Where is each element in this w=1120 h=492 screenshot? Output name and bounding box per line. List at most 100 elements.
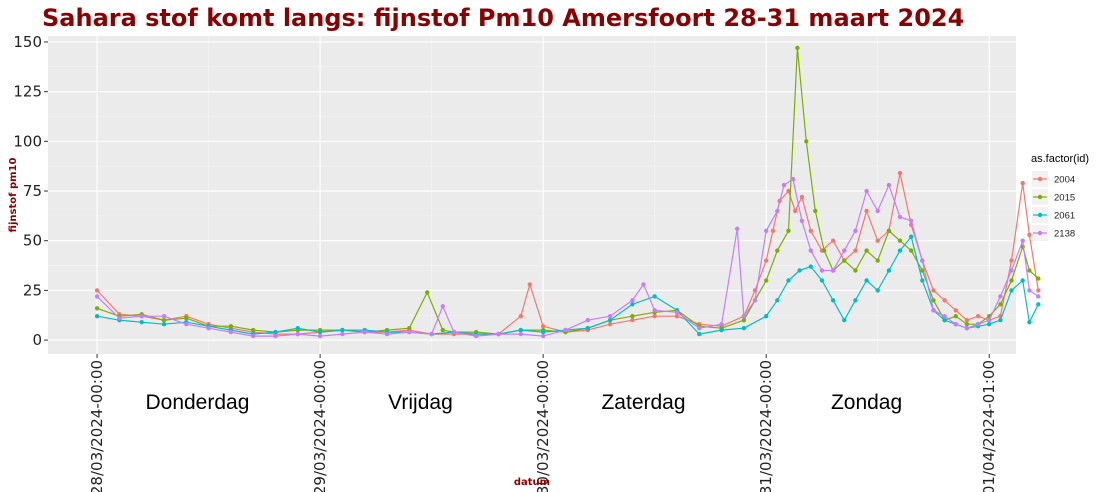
y-axis: 0 25 50 75 100 125 150 (13, 33, 48, 349)
x-tick-label: 01/04/2024-01:00 (980, 360, 998, 492)
data-point-2015 (786, 228, 791, 233)
data-point-2061 (987, 322, 992, 327)
data-point-2138 (842, 248, 847, 253)
data-point-2015 (804, 139, 809, 144)
data-point-2004 (897, 170, 903, 176)
x-tick-label: 30/03/2024-00:00 (534, 360, 552, 492)
data-point-2138 (964, 326, 970, 331)
y-tick-label: 50 (23, 232, 42, 250)
data-point-2138 (987, 318, 992, 323)
data-point-2015 (813, 208, 818, 214)
y-tick-label: 75 (23, 182, 42, 200)
data-point-2061 (920, 278, 925, 283)
data-point-2061 (295, 326, 300, 331)
y-tick-label: 125 (13, 83, 42, 101)
data-point-2015 (1036, 276, 1041, 281)
data-point-2061 (697, 331, 702, 337)
data-point-2004 (764, 258, 769, 263)
data-point-2061 (161, 322, 167, 327)
data-point-2004 (1020, 180, 1025, 186)
data-point-2061 (853, 298, 858, 303)
x-axis-title: datum (514, 477, 550, 488)
data-point-2004 (674, 314, 680, 319)
day-label: Vrijdag (388, 391, 453, 414)
data-point-2138 (931, 308, 936, 313)
data-point-2138 (942, 314, 947, 319)
data-point-2138 (875, 208, 880, 214)
data-point-2138 (251, 333, 256, 339)
data-point-2138 (641, 282, 646, 287)
legend-key-point (1037, 212, 1043, 218)
data-point-2004 (953, 308, 958, 313)
data-point-2138 (998, 294, 1003, 299)
data-point-2138 (273, 333, 278, 339)
data-point-2015 (875, 258, 880, 263)
data-point-2138 (607, 314, 613, 319)
data-point-2004 (607, 322, 613, 327)
data-point-2061 (1036, 302, 1041, 307)
data-point-2061 (797, 268, 802, 273)
data-point-2015 (161, 318, 167, 323)
data-point-2004 (1009, 258, 1014, 263)
data-point-2138 (496, 331, 501, 337)
data-point-2061 (819, 278, 825, 283)
data-point-2061 (886, 268, 892, 273)
legend-item-2138: 2138 (1032, 225, 1075, 241)
data-point-2004 (527, 282, 532, 287)
data-point-2138 (752, 298, 758, 303)
data-point-2061 (808, 264, 813, 269)
data-point-2138 (1009, 268, 1014, 273)
data-point-2061 (909, 234, 914, 239)
data-point-2138 (206, 326, 211, 331)
data-point-2015 (440, 327, 445, 333)
data-point-2015 (407, 326, 412, 331)
data-point-2061 (741, 326, 747, 331)
data-point-2138 (799, 218, 805, 223)
data-point-2004 (853, 248, 858, 253)
data-point-2015 (920, 268, 925, 273)
data-point-2138 (897, 214, 903, 220)
data-point-2138 (781, 182, 787, 188)
legend-key-point (1037, 194, 1043, 200)
legend-item-2061: 2061 (1032, 207, 1075, 223)
data-point-2138 (909, 218, 914, 223)
data-point-2061 (842, 318, 847, 323)
data-point-2061 (630, 302, 635, 307)
data-point-2138 (541, 333, 546, 339)
data-point-2138 (920, 258, 925, 263)
data-point-2061 (942, 318, 947, 323)
data-point-2138 (1036, 294, 1041, 299)
day-annotations: Donderdag Vrijdag Zaterdag Zondag (145, 391, 902, 414)
data-point-2004 (975, 314, 981, 319)
data-point-2004 (808, 228, 813, 233)
data-point-2061 (652, 294, 657, 299)
data-point-2004 (1036, 288, 1041, 293)
data-point-2015 (1027, 268, 1032, 273)
data-point-2015 (775, 248, 780, 253)
data-point-2061 (775, 298, 780, 303)
data-point-2061 (764, 314, 769, 319)
data-point-2138 (719, 322, 724, 327)
data-point-2138 (228, 329, 234, 335)
legend-label: 2015 (1054, 193, 1075, 204)
data-point-2061 (864, 278, 869, 283)
legend-key-point (1037, 176, 1043, 182)
data-point-2061 (273, 329, 278, 335)
data-point-2004 (864, 208, 869, 214)
legend: as.factor(id) 2004 2015 2061 2138 (1031, 153, 1089, 241)
data-point-2061 (998, 318, 1003, 323)
data-point-2015 (795, 45, 800, 51)
data-point-2138 (429, 331, 434, 337)
x-tick-label: 29/03/2024-00:00 (311, 360, 329, 492)
data-point-2004 (931, 288, 936, 293)
data-point-2138 (440, 304, 445, 309)
chart-title: Sahara stof komt langs: fijnstof Pm10 Am… (42, 4, 964, 32)
data-point-2138 (741, 314, 747, 319)
data-point-2061 (139, 320, 144, 325)
day-label: Zondag (831, 391, 902, 414)
y-tick-label: 100 (13, 132, 42, 150)
y-axis-title: fijnstof pm10 (8, 158, 19, 233)
data-point-2015 (94, 306, 100, 311)
data-point-2138 (117, 316, 122, 321)
data-point-2004 (541, 324, 546, 329)
